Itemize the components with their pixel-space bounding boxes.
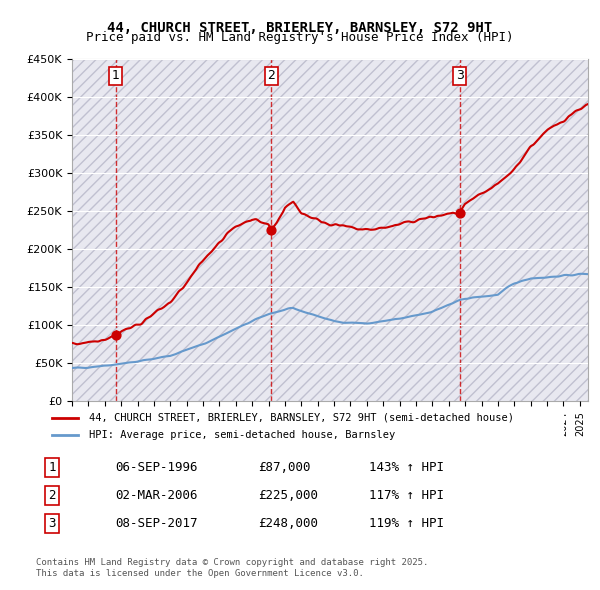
Text: Contains HM Land Registry data © Crown copyright and database right 2025.: Contains HM Land Registry data © Crown c… — [36, 558, 428, 566]
Text: 06-SEP-1996: 06-SEP-1996 — [115, 461, 198, 474]
Text: 1: 1 — [112, 69, 120, 82]
FancyBboxPatch shape — [0, 396, 600, 456]
Text: £248,000: £248,000 — [258, 517, 318, 530]
Text: 119% ↑ HPI: 119% ↑ HPI — [368, 517, 443, 530]
Text: 117% ↑ HPI: 117% ↑ HPI — [368, 489, 443, 502]
Text: 3: 3 — [48, 517, 56, 530]
Point — [455, 208, 465, 217]
Text: This data is licensed under the Open Government Licence v3.0.: This data is licensed under the Open Gov… — [36, 569, 364, 578]
FancyBboxPatch shape — [0, 0, 600, 504]
Text: £225,000: £225,000 — [258, 489, 318, 502]
Text: 1: 1 — [48, 461, 56, 474]
Text: Price paid vs. HM Land Registry's House Price Index (HPI): Price paid vs. HM Land Registry's House … — [86, 31, 514, 44]
Point — [111, 330, 121, 340]
Text: 3: 3 — [456, 69, 464, 82]
Text: HPI: Average price, semi-detached house, Barnsley: HPI: Average price, semi-detached house,… — [89, 430, 395, 440]
Text: 08-SEP-2017: 08-SEP-2017 — [115, 517, 198, 530]
Text: £87,000: £87,000 — [258, 461, 310, 474]
Text: 02-MAR-2006: 02-MAR-2006 — [115, 489, 198, 502]
Text: 44, CHURCH STREET, BRIERLEY, BARNSLEY, S72 9HT (semi-detached house): 44, CHURCH STREET, BRIERLEY, BARNSLEY, S… — [89, 413, 514, 423]
Text: 2: 2 — [268, 69, 275, 82]
Text: 44, CHURCH STREET, BRIERLEY, BARNSLEY, S72 9HT: 44, CHURCH STREET, BRIERLEY, BARNSLEY, S… — [107, 21, 493, 35]
Point — [266, 225, 276, 235]
Text: 143% ↑ HPI: 143% ↑ HPI — [368, 461, 443, 474]
Text: 2: 2 — [48, 489, 56, 502]
